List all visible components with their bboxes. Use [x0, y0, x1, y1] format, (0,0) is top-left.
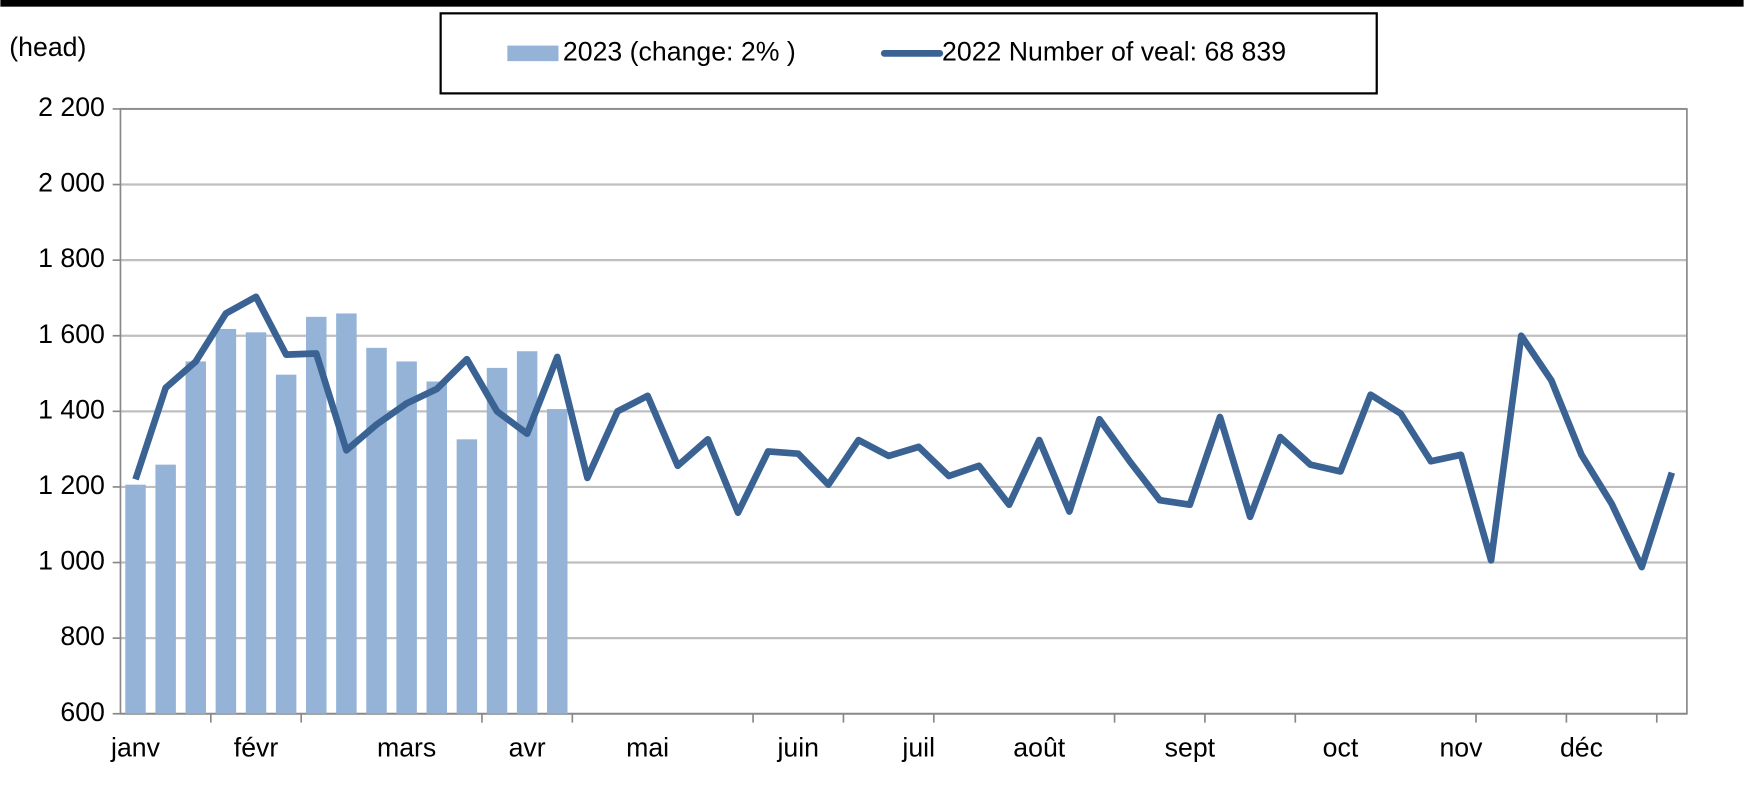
x-tick-label: févr	[234, 732, 279, 762]
bar	[486, 367, 508, 714]
bar	[366, 347, 387, 714]
bar	[426, 381, 448, 714]
x-tick-label: déc	[1560, 732, 1603, 762]
bar	[456, 439, 478, 714]
bar	[516, 351, 538, 714]
bar	[336, 313, 357, 714]
plot-frame	[119, 108, 1688, 715]
legend-swatch	[507, 45, 559, 62]
bar	[396, 361, 417, 714]
bar	[275, 374, 297, 714]
bar	[155, 464, 176, 714]
y-tick-label: 1 400	[38, 394, 105, 424]
x-tick-label: mai	[626, 732, 669, 762]
bar	[125, 484, 146, 714]
x-tick-label: août	[1013, 732, 1066, 762]
bar	[547, 409, 568, 714]
y-tick-label: 1 800	[38, 243, 105, 273]
bar	[245, 332, 267, 714]
y-axis-label: (head)	[9, 32, 86, 62]
line	[132, 293, 1676, 571]
x-tick-label: avr	[509, 732, 546, 762]
legend-label: 2023 (change: 2% )	[563, 36, 796, 66]
x-tick-label: juin	[776, 732, 819, 762]
bar	[185, 361, 207, 714]
top-rule	[0, 0, 1744, 7]
bar	[306, 316, 327, 714]
x-tick-label: nov	[1439, 732, 1483, 762]
x-tick-label: oct	[1323, 732, 1359, 762]
x-tick-label: mars	[377, 732, 436, 762]
y-tick-label: 2 200	[38, 92, 105, 122]
y-tick-label: 800	[60, 621, 105, 651]
bar	[215, 328, 237, 714]
legend-label: 2022 Number of veal: 68 839	[942, 36, 1286, 66]
y-tick-label: 2 000	[38, 168, 105, 198]
x-tick-label: janv	[110, 732, 161, 762]
y-tick-label: 1 200	[38, 470, 105, 500]
y-tick-label: 1 600	[38, 319, 105, 349]
y-tick-label: 600	[60, 697, 105, 727]
y-tick-label: 1 000	[38, 546, 105, 576]
x-tick-label: juil	[901, 732, 935, 762]
x-tick-label: sept	[1165, 732, 1216, 762]
